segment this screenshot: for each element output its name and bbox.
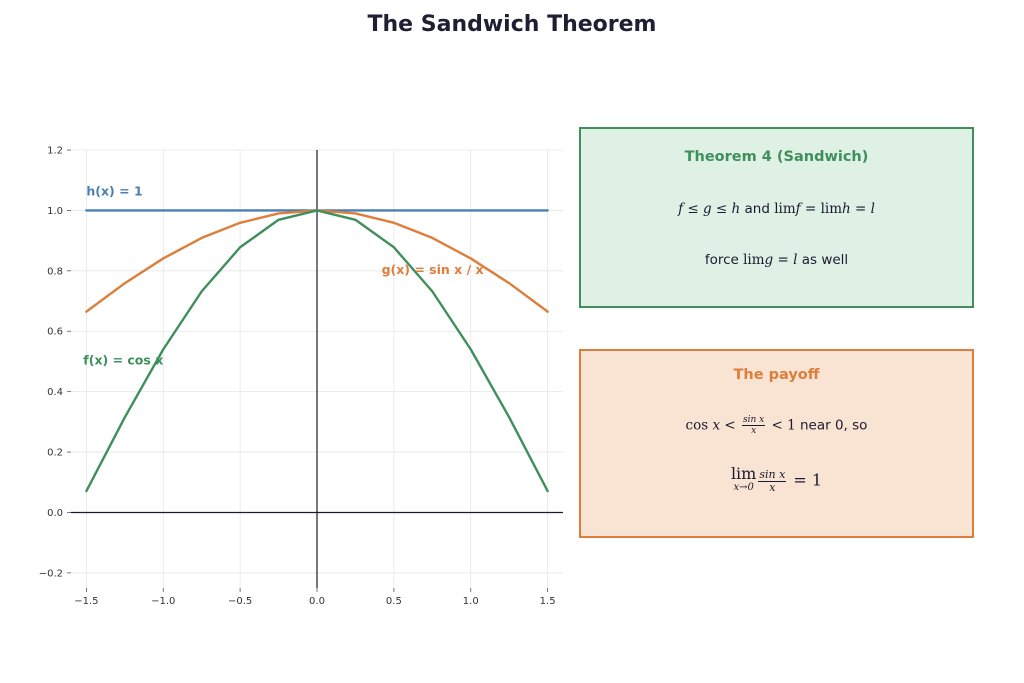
payoff-lt1: < bbox=[720, 417, 740, 434]
theorem-l1: l bbox=[870, 201, 875, 217]
y-tick-label-2: 0.2 bbox=[47, 448, 63, 459]
y-tick-label-6: 1.0 bbox=[47, 206, 63, 217]
theorem-h: h bbox=[731, 201, 741, 217]
payoff-x: x bbox=[708, 417, 721, 434]
theorem-lim2: lim bbox=[820, 201, 842, 217]
payoff-title: The payoff bbox=[733, 367, 820, 383]
theorem-title: Theorem 4 (Sandwich) bbox=[684, 149, 869, 165]
payoff-frac-den: x bbox=[751, 426, 757, 436]
curve-label-0: h(x) = 1 bbox=[86, 183, 142, 198]
page-title: The Sandwich Theorem bbox=[367, 12, 657, 37]
theorem-h2: h bbox=[842, 201, 851, 217]
theorem-g: g bbox=[702, 201, 712, 217]
theorem-f2: f bbox=[795, 201, 801, 217]
x-tick-label-6: 1.5 bbox=[540, 596, 556, 607]
theorem-eq2: = bbox=[850, 201, 871, 217]
x-tick-label-5: 1.0 bbox=[463, 596, 479, 607]
payoff-frac-num: sin x bbox=[741, 415, 766, 426]
annotations: h(x) = 1 g(x) = sin x / x f(x) = cos x bbox=[83, 183, 483, 367]
payoff-lim-word: lim bbox=[730, 464, 757, 483]
curve-label-2: f(x) = cos x bbox=[83, 352, 163, 367]
theorem-lim1: lim bbox=[774, 201, 796, 217]
y-tick-label-4: 0.6 bbox=[47, 327, 63, 338]
payoff-lt2: < 1 bbox=[767, 417, 796, 434]
theorem-statement: f ≤ g ≤ h and limf = limh = l bbox=[581, 201, 972, 217]
series-line-2 bbox=[85, 209, 549, 493]
y-tick-label-7: 1.2 bbox=[47, 146, 63, 157]
theorem-le1: ≤ bbox=[683, 201, 703, 217]
theorem-force: force bbox=[704, 252, 744, 268]
x-tick-label-1: −1.0 bbox=[151, 596, 175, 607]
theorem-conclusion: force limg = l as well bbox=[581, 252, 972, 268]
theorem-g2: g bbox=[764, 252, 774, 268]
series bbox=[85, 209, 549, 493]
x-tick-label-0: −1.5 bbox=[74, 596, 98, 607]
axes bbox=[71, 150, 563, 588]
y-tick-label-5: 0.8 bbox=[47, 266, 63, 277]
theorem-and: and bbox=[740, 201, 775, 217]
y-tick-label-3: 0.4 bbox=[47, 387, 63, 398]
theorem-f: f bbox=[678, 201, 684, 217]
theorem-box: Theorem 4 (Sandwich) f ≤ g ≤ h and limf … bbox=[579, 127, 974, 308]
payoff-eq: = 1 bbox=[788, 470, 823, 490]
theorem-lim3: lim bbox=[743, 252, 765, 268]
payoff-near: near 0, so bbox=[795, 417, 868, 434]
curve-label-1: g(x) = sin x / x bbox=[382, 262, 484, 277]
theorem-as-well: as well bbox=[797, 252, 849, 268]
theorem-le2: ≤ bbox=[711, 201, 732, 217]
payoff-frac2-num: sin x bbox=[758, 467, 787, 482]
y-tick-label-1: 0.0 bbox=[47, 508, 63, 519]
x-tick-label-3: 0.0 bbox=[309, 596, 325, 607]
payoff-lim: lim x→0 bbox=[730, 464, 757, 495]
y-tick-label-0: −0.2 bbox=[39, 568, 63, 579]
theorem-eq3: = bbox=[773, 252, 794, 268]
theorem-eq1: = bbox=[800, 201, 821, 217]
theorem-l2: l bbox=[793, 252, 798, 268]
ticks: −1.5 −1.0 −0.5 0.0 0.5 1.0 1.5 −0.2 0.0 0.2 0.4 0.6… bbox=[39, 146, 556, 608]
x-tick-label-4: 0.5 bbox=[386, 596, 402, 607]
payoff-cos: cos bbox=[685, 417, 709, 434]
payoff-frac2-den: x bbox=[769, 480, 776, 494]
payoff-lim-sub: x→0 bbox=[733, 482, 754, 493]
x-tick-label-2: −0.5 bbox=[228, 596, 252, 607]
